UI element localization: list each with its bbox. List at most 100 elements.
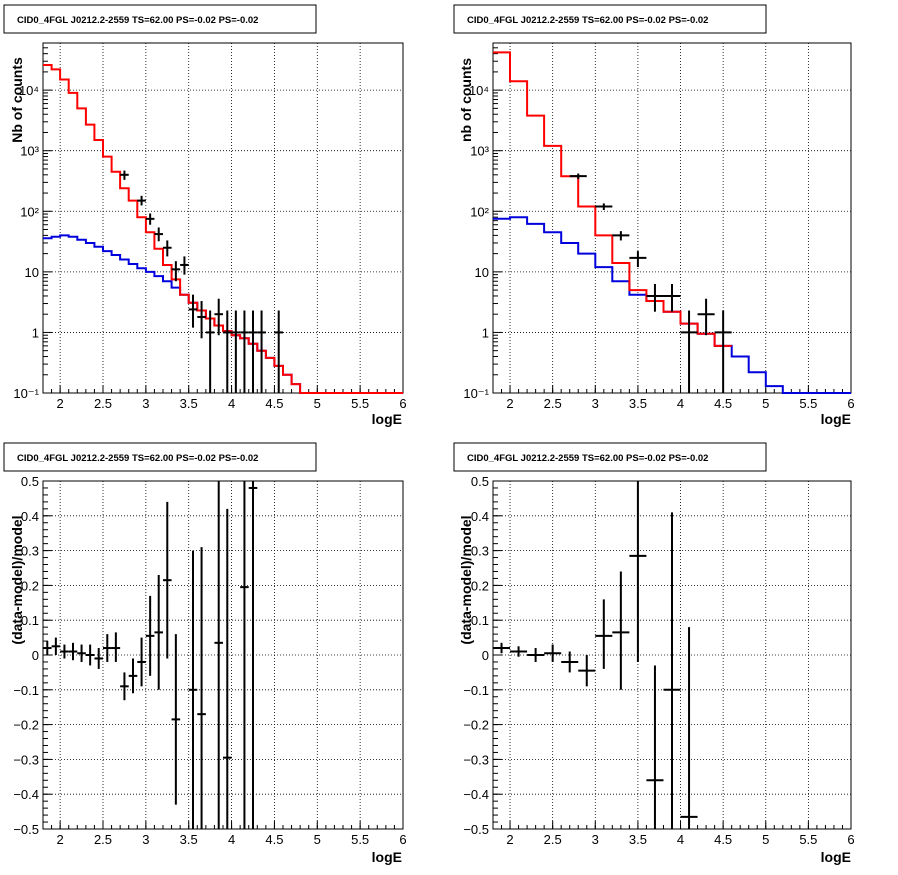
data-point bbox=[163, 240, 172, 257]
x-tick-label: 3 bbox=[142, 832, 149, 847]
y-tick-label: −0.1 bbox=[13, 683, 39, 698]
data-point bbox=[214, 298, 223, 336]
x-tick-label: 5 bbox=[762, 396, 769, 411]
data-point bbox=[137, 195, 146, 206]
data-point bbox=[128, 658, 138, 694]
data-point bbox=[154, 227, 163, 242]
x-axis-label: logE bbox=[372, 411, 402, 427]
y-tick-label: 10 bbox=[25, 265, 39, 280]
data-point bbox=[120, 170, 129, 180]
y-tick-label: 0.1 bbox=[471, 613, 489, 628]
x-tick-label: 5.5 bbox=[799, 832, 817, 847]
data-point bbox=[646, 665, 664, 829]
data-point bbox=[77, 644, 86, 662]
data-point bbox=[561, 651, 579, 673]
panel-title: CID0_4FGL J0212.2-2559 TS=62.00 PS=-0.02… bbox=[17, 15, 258, 26]
plot-frame bbox=[492, 42, 852, 394]
panel-title-box bbox=[3, 4, 317, 34]
x-tick-label: 2.5 bbox=[544, 396, 562, 411]
x-tick-label: 6 bbox=[847, 396, 854, 411]
x-tick-label: 2.5 bbox=[544, 832, 562, 847]
x-tick-label: 4.5 bbox=[265, 832, 283, 847]
x-axis-label: logE bbox=[821, 849, 851, 865]
x-tick-label: 2.5 bbox=[94, 396, 112, 411]
data-point bbox=[111, 632, 121, 662]
x-tick-label: 3.5 bbox=[180, 396, 198, 411]
y-tick-label: 10⁻¹ bbox=[13, 386, 39, 401]
data-point bbox=[646, 284, 664, 312]
data-point bbox=[714, 310, 732, 393]
x-tick-label: 4.5 bbox=[265, 396, 283, 411]
data-point bbox=[274, 310, 283, 393]
data-point bbox=[595, 203, 613, 210]
total-model-line bbox=[43, 64, 403, 394]
data-point bbox=[493, 642, 511, 654]
y-tick-label: 1 bbox=[32, 325, 39, 340]
y-tick-label: −0.4 bbox=[13, 787, 39, 802]
panel-title: CID0_4FGL J0212.2-2559 TS=62.00 PS=-0.02… bbox=[467, 15, 708, 26]
data-point bbox=[612, 231, 630, 241]
x-tick-label: 4 bbox=[677, 396, 684, 411]
data-point bbox=[663, 512, 681, 829]
x-tick-label: 4 bbox=[228, 396, 235, 411]
y-axis-label: (data-model)/model bbox=[9, 515, 25, 644]
y-tick-label: 0.5 bbox=[471, 474, 489, 489]
x-tick-label: 3 bbox=[592, 832, 599, 847]
data-point bbox=[43, 641, 52, 655]
y-tick-label: −0.3 bbox=[13, 752, 39, 767]
y-tick-label: 1 bbox=[482, 325, 489, 340]
plot-frame bbox=[42, 42, 404, 394]
residual-panel-right: CID0_4FGL J0212.2-2559 TS=62.00 PS=-0.02… bbox=[453, 442, 855, 865]
x-tick-label: 5.5 bbox=[351, 832, 369, 847]
data-point bbox=[223, 310, 232, 393]
y-tick-label: −0.4 bbox=[463, 787, 489, 802]
x-tick-label: 5 bbox=[762, 832, 769, 847]
data-point bbox=[171, 261, 181, 282]
x-tick-label: 4 bbox=[228, 832, 235, 847]
data-point bbox=[569, 173, 587, 180]
data-point bbox=[680, 627, 698, 829]
x-tick-label: 6 bbox=[399, 832, 406, 847]
data-point bbox=[214, 481, 223, 829]
x-tick-label: 2 bbox=[506, 832, 513, 847]
counts-panel-left: CID0_4FGL J0212.2-2559 TS=62.00 PS=-0.02… bbox=[3, 4, 407, 427]
y-tick-label: 10³ bbox=[20, 144, 39, 159]
panel-title: CID0_4FGL J0212.2-2559 TS=62.00 PS=-0.02… bbox=[17, 453, 258, 464]
data-point bbox=[663, 284, 681, 312]
x-tick-label: 5.5 bbox=[351, 396, 369, 411]
data-point bbox=[188, 294, 198, 328]
y-axis-label: Nb of counts bbox=[9, 57, 25, 143]
x-tick-label: 4 bbox=[677, 832, 684, 847]
y-tick-label: 0.2 bbox=[21, 578, 39, 593]
data-point bbox=[205, 310, 215, 393]
data-point bbox=[94, 648, 103, 669]
data-point bbox=[85, 644, 95, 666]
x-tick-label: 3 bbox=[142, 396, 149, 411]
total-model-line bbox=[493, 51, 732, 347]
y-tick-label: 10² bbox=[470, 204, 489, 219]
y-tick-label: 10⁴ bbox=[19, 83, 39, 98]
y-tick-label: 0.4 bbox=[21, 509, 39, 524]
panel-title-box bbox=[3, 442, 317, 472]
data-point bbox=[248, 310, 258, 393]
data-point bbox=[240, 481, 249, 829]
x-tick-label: 6 bbox=[847, 832, 854, 847]
y-tick-label: 0.3 bbox=[471, 544, 489, 559]
y-tick-label: 0 bbox=[32, 648, 39, 663]
x-tick-label: 3.5 bbox=[180, 832, 198, 847]
x-tick-label: 2.5 bbox=[94, 832, 112, 847]
y-tick-label: 0.5 bbox=[21, 474, 39, 489]
y-tick-label: 10⁴ bbox=[469, 83, 489, 98]
y-tick-label: 10 bbox=[475, 265, 489, 280]
data-point bbox=[163, 501, 172, 659]
y-axis-label: (data-model)/model bbox=[458, 515, 474, 644]
x-tick-label: 2 bbox=[57, 396, 64, 411]
x-tick-label: 5.5 bbox=[799, 396, 817, 411]
data-point bbox=[145, 595, 155, 676]
y-tick-label: −0.2 bbox=[463, 718, 489, 733]
y-tick-label: 10⁻¹ bbox=[463, 386, 489, 401]
data-point bbox=[180, 256, 189, 275]
data-point bbox=[697, 298, 715, 336]
x-tick-label: 3.5 bbox=[629, 832, 647, 847]
